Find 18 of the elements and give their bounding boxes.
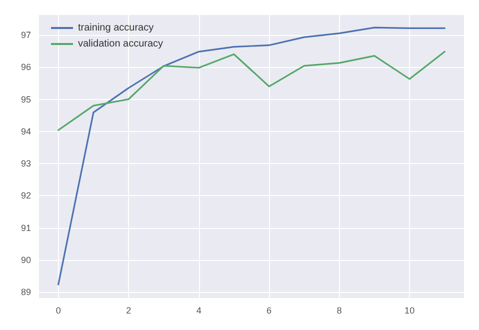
- y-tick-label: 89: [20, 287, 31, 298]
- x-tick-label: 8: [336, 306, 342, 316]
- y-tick-label: 93: [20, 158, 31, 169]
- x-tick-label: 6: [266, 306, 272, 316]
- y-tick-label: 90: [20, 255, 31, 266]
- y-tick-label: 97: [20, 30, 31, 40]
- x-tick-label: 2: [126, 306, 132, 316]
- y-tick-label: 91: [20, 222, 31, 233]
- y-tick-label: 92: [20, 190, 31, 201]
- y-tick-label: 95: [20, 94, 31, 104]
- y-tick-label: 94: [20, 126, 31, 136]
- legend-label: training accuracy: [78, 22, 154, 34]
- legend-label: validation accuracy: [78, 38, 164, 50]
- y-tick-label: 96: [20, 62, 31, 72]
- line-series: [58, 50, 446, 131]
- x-tick-label: 10: [404, 306, 415, 316]
- x-tick-label: 4: [196, 306, 202, 316]
- x-tick-label: 0: [56, 306, 61, 316]
